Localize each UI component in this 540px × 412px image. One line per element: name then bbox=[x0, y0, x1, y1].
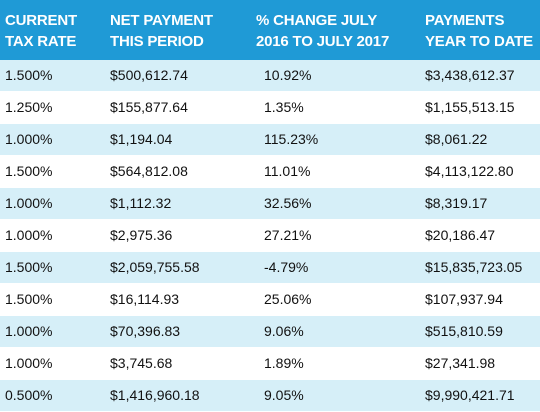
tax-rate-cell: 1.000% bbox=[5, 131, 53, 147]
tax-rate-cell: 1.000% bbox=[5, 195, 53, 211]
net-payment-cell: $1,416,960.18 bbox=[110, 387, 200, 403]
pct-change-cell: 1.89% bbox=[264, 355, 304, 371]
pct-change-cell: 10.92% bbox=[264, 67, 312, 83]
table-header: CURRENT TAX RATE NET PAYMENT THIS PERIOD… bbox=[0, 0, 540, 60]
table-row: 1.000% $1,112.32 32.56% $8,319.17 bbox=[0, 188, 540, 220]
tax-rate-cell: 1.500% bbox=[5, 67, 53, 83]
ytd-cell: $515,810.59 bbox=[425, 323, 503, 339]
ytd-cell: $107,937.94 bbox=[425, 291, 503, 307]
pct-change-cell: 27.21% bbox=[264, 227, 312, 243]
pct-change-cell: 9.06% bbox=[264, 323, 304, 339]
tax-rate-cell: 0.500% bbox=[5, 387, 53, 403]
tax-rate-cell: 1.000% bbox=[5, 227, 53, 243]
table-row: 1.000% $2,975.36 27.21% $20,186.47 bbox=[0, 220, 540, 252]
table-body: 1.500% $500,612.74 10.92% $3,438,612.37 1.25… bbox=[0, 60, 540, 412]
header-net-payment: NET PAYMENT THIS PERIOD bbox=[110, 12, 213, 50]
net-payment-cell: $500,612.74 bbox=[110, 67, 188, 83]
ytd-cell: $3,438,612.37 bbox=[425, 67, 515, 83]
tax-rate-cell: 1.250% bbox=[5, 99, 53, 115]
pct-change-cell: 32.56% bbox=[264, 195, 312, 211]
table-row: 1.000% $3,745.68 1.89% $27,341.98 bbox=[0, 348, 540, 380]
table-row: 1.500% $564,812.08 11.01% $4,113,122.80 bbox=[0, 156, 540, 188]
header-ytd: PAYMENTS YEAR TO DATE bbox=[425, 12, 533, 50]
header-pct-change: % CHANGE JULY 2016 TO JULY 2017 bbox=[256, 12, 390, 50]
ytd-cell: $4,113,122.80 bbox=[425, 163, 514, 179]
ytd-cell: $8,319.17 bbox=[425, 195, 488, 211]
table-row: 1.000% $1,194.04 115.23% $8,061.22 bbox=[0, 124, 540, 156]
net-payment-cell: $564,812.08 bbox=[110, 163, 188, 179]
pct-change-cell: 25.06% bbox=[264, 291, 312, 307]
table-row: 1.500% $500,612.74 10.92% $3,438,612.37 bbox=[0, 60, 540, 92]
net-payment-cell: $3,745.68 bbox=[110, 355, 173, 371]
net-payment-cell: $2,059,755.58 bbox=[110, 259, 200, 275]
ytd-cell: $9,990,421.71 bbox=[425, 387, 515, 403]
table-row: 1.000% $70,396.83 9.06% $515,810.59 bbox=[0, 316, 540, 348]
net-payment-cell: $1,112.32 bbox=[110, 195, 172, 211]
table-row: 0.500% $1,416,960.18 9.05% $9,990,421.71 bbox=[0, 380, 540, 412]
tax-rate-cell: 1.500% bbox=[5, 259, 53, 275]
ytd-cell: $8,061.22 bbox=[425, 131, 488, 147]
ytd-cell: $15,835,723.05 bbox=[425, 259, 523, 275]
table-row: 1.250% $155,877.64 1.35% $1,155,513.15 bbox=[0, 92, 540, 124]
table-row: 1.500% $2,059,755.58 -4.79% $15,835,723.05 bbox=[0, 252, 540, 284]
table-row: 1.500% $16,114.93 25.06% $107,937.94 bbox=[0, 284, 540, 316]
ytd-cell: $1,155,513.15 bbox=[425, 99, 515, 115]
tax-rate-cell: 1.500% bbox=[5, 291, 53, 307]
pct-change-cell: 9.05% bbox=[264, 387, 304, 403]
ytd-cell: $27,341.98 bbox=[425, 355, 496, 371]
net-payment-cell: $1,194.04 bbox=[110, 131, 173, 147]
header-tax-rate: CURRENT TAX RATE bbox=[5, 12, 77, 50]
tax-rate-cell: 1.500% bbox=[5, 163, 53, 179]
pct-change-cell: 115.23% bbox=[264, 131, 319, 147]
net-payment-cell: $155,877.64 bbox=[110, 99, 188, 115]
pct-change-cell: 11.01% bbox=[264, 163, 311, 179]
pct-change-cell: 1.35% bbox=[264, 99, 304, 115]
tax-rate-cell: 1.000% bbox=[5, 355, 53, 371]
pct-change-cell: -4.79% bbox=[264, 259, 309, 275]
ytd-cell: $20,186.47 bbox=[425, 227, 496, 243]
net-payment-cell: $2,975.36 bbox=[110, 227, 173, 243]
net-payment-cell: $16,114.93 bbox=[110, 291, 180, 307]
net-payment-cell: $70,396.83 bbox=[110, 323, 181, 339]
tax-rate-cell: 1.000% bbox=[5, 323, 53, 339]
